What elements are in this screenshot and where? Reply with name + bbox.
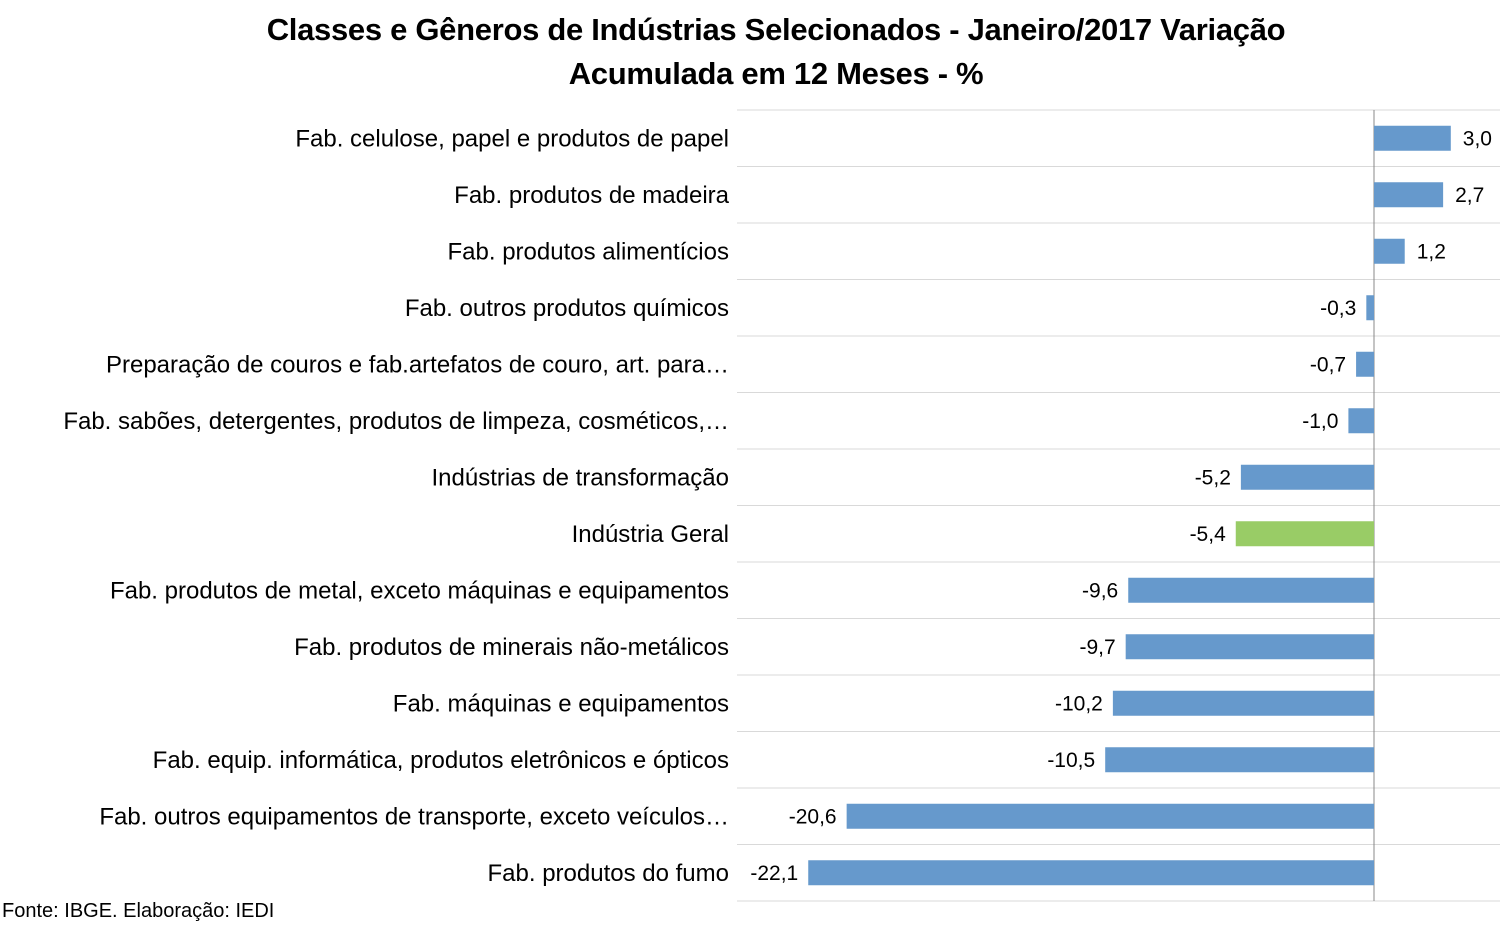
data-label: -22,1 bbox=[750, 862, 798, 885]
category-label: Fab. produtos de madeira bbox=[454, 182, 729, 209]
bar bbox=[1348, 408, 1374, 434]
data-label: -20,6 bbox=[789, 805, 837, 828]
chart-title: Classes e Gêneros de Indústrias Selecion… bbox=[0, 8, 1502, 96]
data-label: 3,0 bbox=[1463, 127, 1492, 150]
data-label: -10,2 bbox=[1055, 692, 1103, 715]
category-label: Indústrias de transformação bbox=[432, 464, 729, 491]
data-label: -0,3 bbox=[1320, 297, 1356, 320]
category-label: Fab. produtos de metal, exceto máquinas … bbox=[110, 577, 729, 604]
grid-lines bbox=[737, 109, 1500, 902]
category-label: Fab. produtos do fumo bbox=[488, 860, 729, 887]
category-label: Fab. máquinas e equipamentos bbox=[393, 690, 729, 717]
bar bbox=[1374, 182, 1444, 208]
category-label: Fab. sabões, detergentes, produtos de li… bbox=[63, 408, 729, 435]
bar bbox=[1356, 351, 1374, 377]
bar bbox=[1112, 690, 1374, 716]
bar bbox=[1235, 521, 1374, 547]
bar bbox=[1128, 577, 1374, 603]
category-labels: Fab. celulose, papel e produtos de papel… bbox=[63, 125, 729, 887]
category-label: Preparação de couros e fab.artefatos de … bbox=[106, 351, 729, 378]
data-label: 2,7 bbox=[1455, 184, 1484, 207]
bar bbox=[1374, 125, 1451, 151]
category-label: Fab. equip. informática, produtos eletrô… bbox=[153, 747, 729, 774]
bar bbox=[846, 803, 1374, 829]
data-label: -1,0 bbox=[1302, 410, 1338, 433]
data-label: -9,7 bbox=[1079, 636, 1115, 659]
source-note: Fonte: IBGE. Elaboração: IEDI bbox=[2, 900, 275, 922]
data-label: -9,6 bbox=[1082, 579, 1118, 602]
category-label: Fab. outros equipamentos de transporte, … bbox=[99, 803, 729, 830]
chart-title-line-2: Acumulada em 12 Meses - % bbox=[568, 56, 984, 91]
data-label: -5,2 bbox=[1195, 466, 1231, 489]
data-label: 1,2 bbox=[1417, 240, 1446, 263]
bar bbox=[1125, 634, 1374, 660]
category-label: Fab. celulose, papel e produtos de papel bbox=[295, 125, 729, 152]
data-label: -0,7 bbox=[1310, 353, 1346, 376]
category-label: Fab. produtos alimentícios bbox=[448, 238, 729, 265]
data-label: -10,5 bbox=[1047, 749, 1095, 772]
bar bbox=[808, 860, 1374, 886]
bar bbox=[1240, 464, 1374, 490]
category-label: Fab. produtos de minerais não-metálicos bbox=[294, 634, 729, 661]
bar bbox=[1105, 747, 1374, 773]
category-label: Fab. outros produtos químicos bbox=[405, 295, 729, 322]
bar bbox=[1366, 295, 1374, 321]
category-label: Indústria Geral bbox=[572, 521, 729, 548]
data-labels: 3,0 2,7 1,2 -0,3 -0,7 -1,0 -5,2 -5,4 -9,6 -9,7 -10… bbox=[750, 127, 1492, 885]
data-label: -5,4 bbox=[1190, 523, 1227, 546]
bar bbox=[1374, 238, 1405, 264]
bars bbox=[808, 125, 1451, 886]
chart-title-line-1: Classes e Gêneros de Indústrias Selecion… bbox=[266, 12, 1286, 47]
